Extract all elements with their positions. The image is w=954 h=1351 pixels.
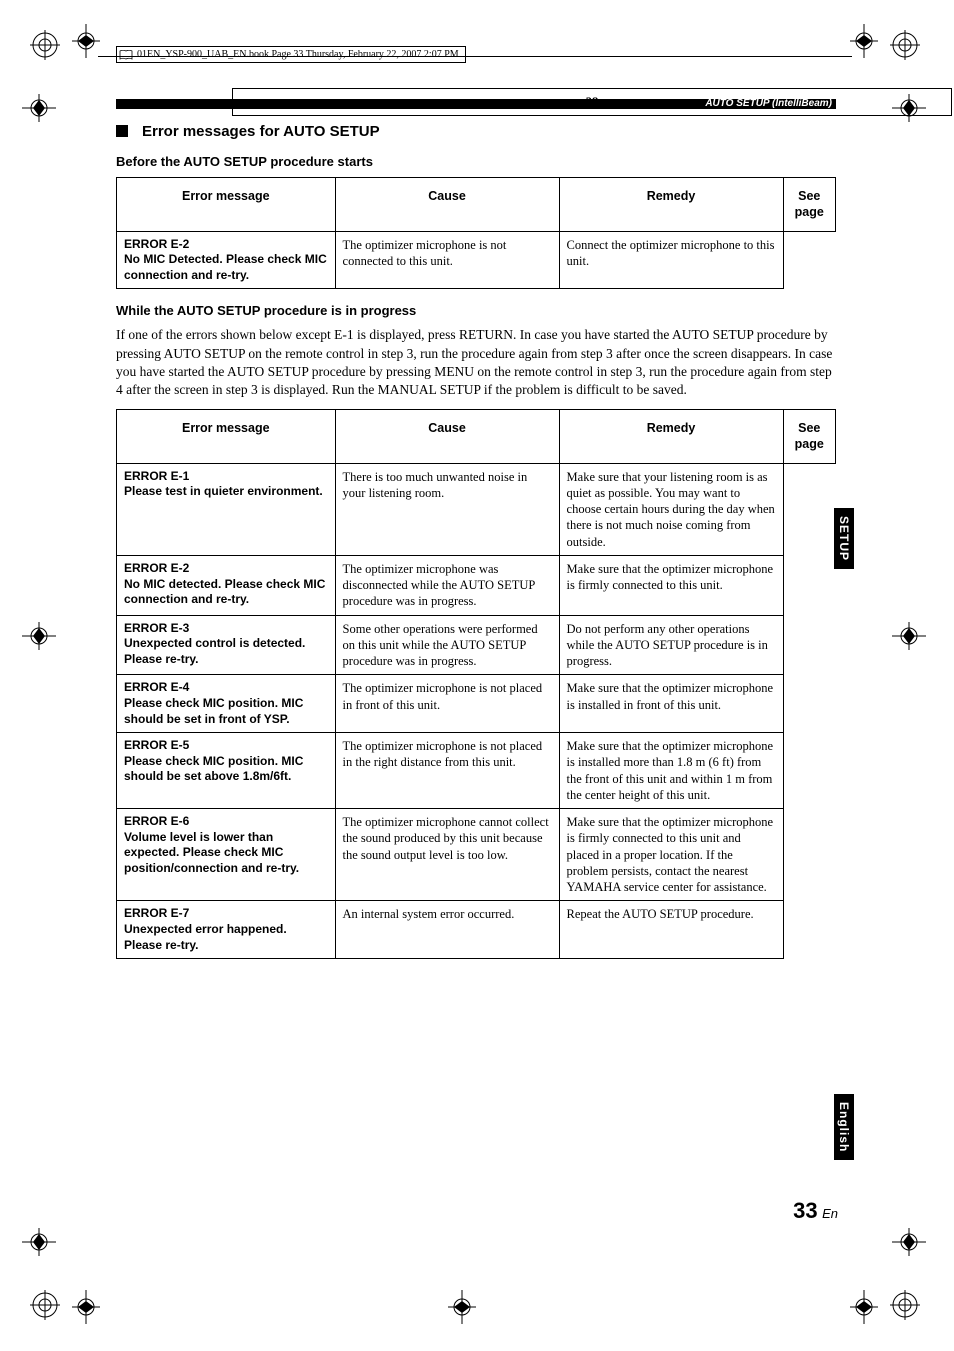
table-row: ERROR E-1Please test in quieter environm…: [117, 463, 836, 555]
section-title-text: Error messages for AUTO SETUP: [142, 123, 380, 140]
th-see-page: See page: [783, 410, 835, 464]
reg-mark-br: [890, 1290, 920, 1320]
cross-right-bot: [892, 1228, 926, 1256]
th-remedy: Remedy: [559, 178, 783, 232]
table-header-row: Error message Cause Remedy See page: [117, 410, 836, 464]
cell-error-message: ERROR E-5Please check MIC position. MIC …: [117, 733, 336, 809]
cross-right-mid: [892, 622, 926, 650]
cross-bot-left: [72, 1290, 100, 1324]
reg-mark-tl: [30, 30, 60, 60]
cell-remedy: Make sure that the optimizer microphone …: [559, 675, 783, 733]
reg-mark-tr: [890, 30, 920, 60]
error-table-before: Error message Cause Remedy See page ERRO…: [116, 177, 836, 289]
th-error-message: Error message: [117, 410, 336, 464]
table-row: ERROR E-6Volume level is lower than expe…: [117, 809, 836, 901]
reg-mark-bl: [30, 1290, 60, 1320]
cell-remedy: Make sure that the optimizer microphone …: [559, 809, 783, 901]
th-cause: Cause: [335, 410, 559, 464]
subheading-before: Before the AUTO SETUP procedure starts: [116, 154, 836, 169]
body-paragraph: If one of the errors shown below except …: [116, 326, 836, 399]
cell-remedy: Make sure that the optimizer microphone …: [559, 733, 783, 809]
cell-cause: The optimizer microphone cannot collect …: [335, 809, 559, 901]
print-header-meta: 01EN_YSP-900_UAB_EN.book Page 33 Thursda…: [116, 46, 466, 63]
th-remedy: Remedy: [559, 410, 783, 464]
cross-bot-mid: [448, 1290, 476, 1324]
cell-cause: The optimizer microphone is not connecte…: [335, 231, 559, 289]
cell-error-message: ERROR E-1Please test in quieter environm…: [117, 463, 336, 555]
page-content: 01EN_YSP-900_UAB_EN.book Page 33 Thursda…: [116, 44, 836, 959]
side-tab-english: English: [834, 1094, 854, 1160]
cell-error-message: ERROR E-2No MIC Detected. Please check M…: [117, 231, 336, 289]
cell-remedy: Do not perform any other operations whil…: [559, 615, 783, 675]
cell-cause: The optimizer microphone was disconnecte…: [335, 555, 559, 615]
table-header-row: Error message Cause Remedy See page: [117, 178, 836, 232]
cell-error-message: ERROR E-4Please check MIC position. MIC …: [117, 675, 336, 733]
print-meta-text: 01EN_YSP-900_UAB_EN.book Page 33 Thursda…: [137, 49, 459, 60]
table-row: ERROR E-3Unexpected control is detected.…: [117, 615, 836, 675]
page-lang: En: [822, 1206, 838, 1221]
cell-error-message: ERROR E-7Unexpected error happened. Plea…: [117, 901, 336, 959]
cell-error-message: ERROR E-6Volume level is lower than expe…: [117, 809, 336, 901]
th-error-message: Error message: [117, 178, 336, 232]
cross-left-mid: [22, 622, 56, 650]
th-cause: Cause: [335, 178, 559, 232]
cell-remedy: Repeat the AUTO SETUP procedure.: [559, 901, 783, 959]
side-tab-setup: SETUP: [834, 508, 854, 569]
cell-error-message: ERROR E-3Unexpected control is detected.…: [117, 615, 336, 675]
cross-left-top: [22, 94, 56, 122]
table-row: ERROR E-5Please check MIC position. MIC …: [117, 733, 836, 809]
book-icon: [119, 50, 133, 60]
page-number: 33 En: [793, 1198, 838, 1224]
table-row: ERROR E-2No MIC Detected. Please check M…: [117, 231, 836, 289]
cell-error-message: ERROR E-2No MIC detected. Please check M…: [117, 555, 336, 615]
cell-remedy: Make sure that your listening room is as…: [559, 463, 783, 555]
cross-bot-right: [850, 1290, 878, 1324]
cross-top-right: [850, 24, 878, 58]
cross-top-mid: [72, 24, 100, 58]
table-row: ERROR E-2No MIC detected. Please check M…: [117, 555, 836, 615]
bullet-square-icon: [116, 125, 128, 137]
table-row: ERROR E-7Unexpected error happened. Plea…: [117, 901, 836, 959]
cell-cause: An internal system error occurred.: [335, 901, 559, 959]
cell-see-page: —: [232, 88, 952, 116]
page-number-value: 33: [793, 1198, 817, 1223]
cross-left-bot: [22, 1228, 56, 1256]
cell-cause: Some other operations were performed on …: [335, 615, 559, 675]
th-see-page: See page: [783, 178, 835, 232]
cell-cause: The optimizer microphone is not placed i…: [335, 675, 559, 733]
cell-remedy: Connect the optimizer microphone to this…: [559, 231, 783, 289]
table-row: ERROR E-4Please check MIC position. MIC …: [117, 675, 836, 733]
section-title: Error messages for AUTO SETUP: [116, 123, 836, 140]
cell-cause: The optimizer microphone is not placed i…: [335, 733, 559, 809]
cell-cause: There is too much unwanted noise in your…: [335, 463, 559, 555]
cell-remedy: Make sure that the optimizer microphone …: [559, 555, 783, 615]
error-table-while: Error message Cause Remedy See page ERRO…: [116, 409, 836, 959]
subheading-while: While the AUTO SETUP procedure is in pro…: [116, 303, 836, 318]
